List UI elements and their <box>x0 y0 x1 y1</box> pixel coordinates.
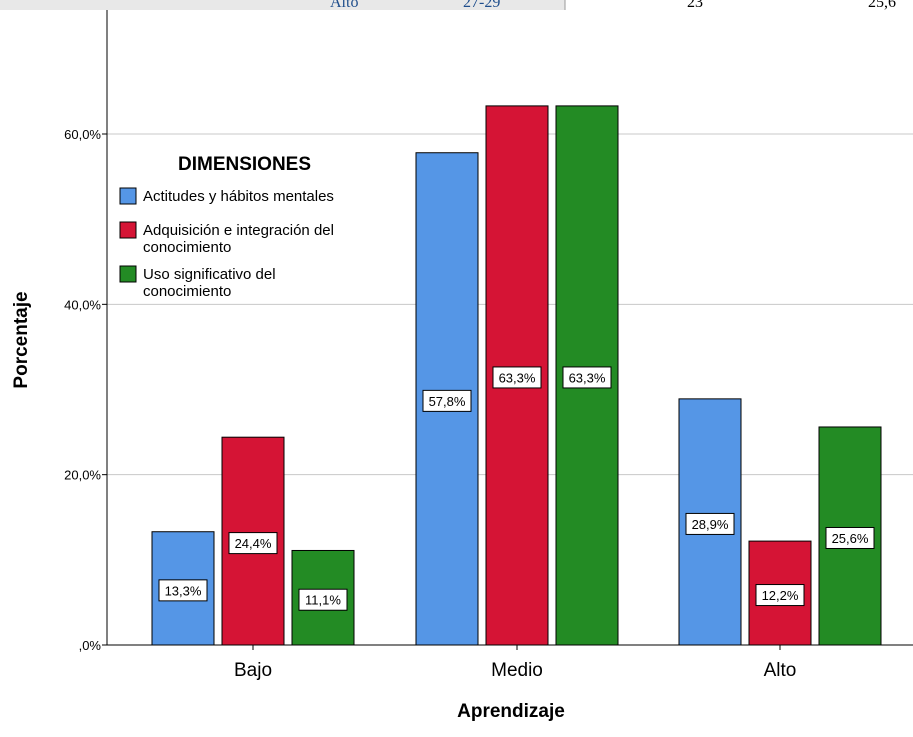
y-tick-label: 20,0% <box>64 468 101 483</box>
data-label-box <box>492 366 542 389</box>
y-tick-label: 60,0% <box>64 127 101 142</box>
data-labels: 13,3% 24,4% 11,1% 57,8% 63,3% 63,3% 28,9% 12,2%… <box>158 366 875 611</box>
data-label-box <box>298 588 348 611</box>
data-label-box <box>825 526 875 549</box>
legend-title: DIMENSIONES <box>178 154 311 175</box>
category-label: Bajo <box>234 660 272 681</box>
data-label: 11,1% <box>305 593 341 608</box>
data-label-box <box>158 579 208 602</box>
table-fragment: Alto 27-29 23 25,6 <box>0 0 896 10</box>
y-axis-title: Porcentaje <box>11 291 32 388</box>
table-cell-level: Alto <box>330 0 358 10</box>
legend: DIMENSIONES Actitudes y hábitos mentales A… <box>119 154 334 300</box>
data-label-box <box>755 584 805 607</box>
data-label: 12,2% <box>762 588 799 603</box>
data-label: 63,3% <box>569 370 606 385</box>
table-cell-percent: 25,6 <box>868 0 896 10</box>
legend-swatch <box>119 221 137 239</box>
x-axis-title: Aprendizaje <box>457 701 565 722</box>
category-label: Medio <box>491 660 543 681</box>
bar-chart: ,0% 20,0% 40,0% 60,0% 13,3% 24,4% 11,1% 57,8% 6… <box>11 10 913 722</box>
data-label: 63,3% <box>499 370 536 385</box>
data-label-box <box>685 512 735 535</box>
y-tick-label: ,0% <box>79 638 102 653</box>
data-label: 13,3% <box>165 583 202 598</box>
legend-entry-text: conocimiento <box>143 239 231 256</box>
data-label-box <box>228 532 278 555</box>
table-cell-range: 27-29 <box>463 0 500 10</box>
data-label-box <box>422 389 472 412</box>
y-tick-label: 40,0% <box>64 297 101 312</box>
legend-swatch <box>119 265 137 283</box>
table-cell-bg <box>0 0 565 10</box>
legend-entry-text: Adquisición e integración del <box>143 222 334 239</box>
data-label: 57,8% <box>429 394 466 409</box>
category-labels: Bajo Medio Alto <box>234 660 796 681</box>
y-tick-labels: ,0% 20,0% 40,0% 60,0% <box>64 127 101 653</box>
table-cell-count: 23 <box>687 0 703 10</box>
legend-swatch <box>119 187 137 205</box>
data-label: 24,4% <box>235 536 272 551</box>
legend-entry-text: conocimiento <box>143 283 231 300</box>
data-label: 28,9% <box>692 517 729 532</box>
legend-entry-text: Uso significativo del <box>143 266 276 283</box>
legend-entry-text: Actitudes y hábitos mentales <box>143 188 334 205</box>
data-label-box <box>562 366 612 389</box>
data-label: 25,6% <box>832 531 869 546</box>
category-label: Alto <box>764 660 797 681</box>
